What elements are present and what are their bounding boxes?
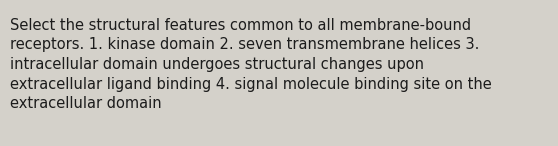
Text: extracellular domain: extracellular domain — [10, 96, 162, 111]
Text: Select the structural features common to all membrane-bound: Select the structural features common to… — [10, 18, 471, 33]
Text: receptors. 1. kinase domain 2. seven transmembrane helices 3.: receptors. 1. kinase domain 2. seven tra… — [10, 38, 479, 53]
Text: intracellular domain undergoes structural changes upon: intracellular domain undergoes structura… — [10, 57, 424, 72]
Text: extracellular ligand binding 4. signal molecule binding site on the: extracellular ligand binding 4. signal m… — [10, 77, 492, 92]
